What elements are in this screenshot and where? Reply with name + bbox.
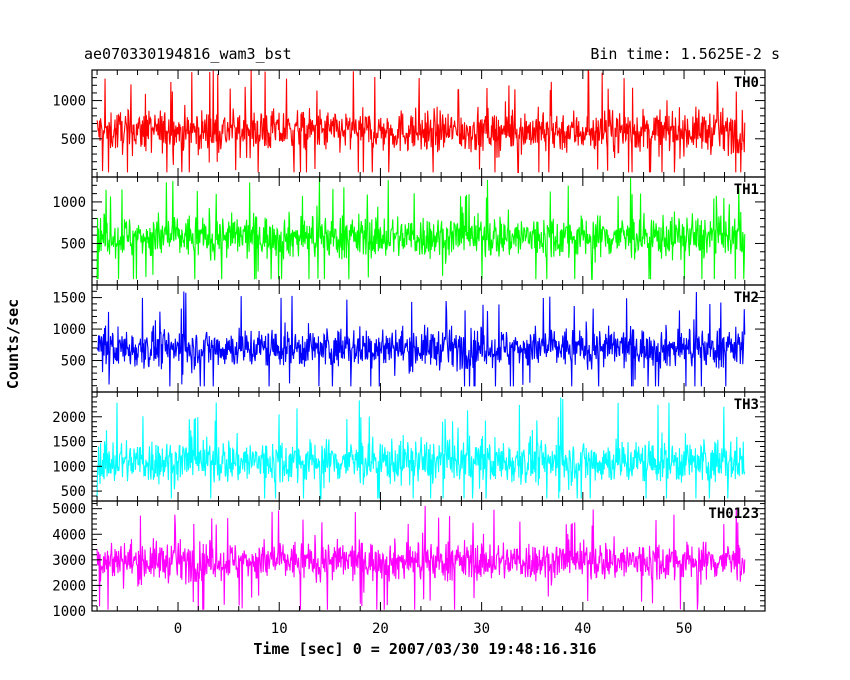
x-tick-label: 0 [174, 621, 182, 637]
y-tick-label: 2000 [52, 410, 86, 426]
y-axis-label: Counts/sec [4, 299, 22, 389]
y-tick-label: 500 [61, 354, 86, 370]
y-tick-label: 1000 [52, 322, 86, 338]
x-axis: 0 10 20 30 40 50 [174, 621, 693, 637]
series-line-th3 [96, 397, 746, 500]
panel-label-th0123: TH0123 [708, 506, 759, 522]
series-line-th1 [96, 177, 746, 280]
panel-th1: TH1 500 1000 [52, 176, 766, 286]
x-tick-label: 50 [676, 621, 693, 637]
y-tick-label: 1000 [52, 195, 86, 211]
x-tick-label: 30 [473, 621, 490, 637]
chart-title: ae070330194816_wam3_bst [84, 45, 292, 63]
y-tick-label: 500 [61, 236, 86, 252]
y-tick-label: 3000 [52, 553, 86, 569]
series-line-th0 [96, 70, 746, 173]
y-tick-label: 1000 [52, 94, 86, 110]
panel-th0: TH0 500 1000 [52, 69, 766, 178]
panel-frame [91, 500, 766, 612]
y-tick-label: 1500 [52, 435, 86, 451]
panel-label-th2: TH2 [734, 290, 759, 306]
y-tick-label: 1000 [52, 459, 86, 475]
panel-th2: TH2 500 1000 1500 [52, 284, 766, 393]
bin-time-label: Bin time: 1.5625E-2 s [590, 45, 780, 63]
x-tick-label: 20 [372, 621, 389, 637]
x-axis-label: Time [sec] 0 = 2007/03/30 19:48:16.316 [253, 640, 596, 658]
panel-label-th1: TH1 [734, 182, 759, 198]
series-line-th0123 [96, 505, 746, 610]
y-tick-label: 500 [61, 132, 86, 148]
y-tick-label: 1500 [52, 291, 86, 307]
y-tick-label: 5000 [52, 502, 86, 518]
panel-label-th3: TH3 [734, 397, 759, 413]
panel-label-th0: TH0 [734, 75, 759, 91]
panel-th3: TH3 500 1000 1500 2000 [52, 391, 766, 502]
chart-panels: TH0 500 1000 TH1 500 1000 TH2 500 1000 1500 TH3 500… [52, 69, 766, 620]
x-tick-label: 10 [271, 621, 288, 637]
x-tick-label: 40 [574, 621, 591, 637]
y-tick-label: 500 [61, 484, 86, 500]
y-tick-label: 2000 [52, 578, 86, 594]
y-tick-label: 1000 [52, 604, 86, 620]
panel-th0123: TH0123 1000 2000 3000 4000 5000 [52, 500, 766, 620]
y-tick-label: 4000 [52, 527, 86, 543]
series-line-th2 [96, 291, 746, 387]
